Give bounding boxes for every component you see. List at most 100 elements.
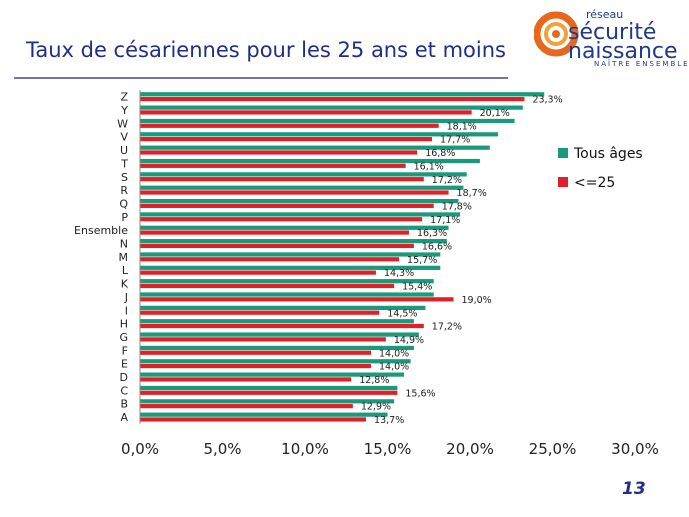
category-label-l: L — [122, 264, 129, 277]
category-label-i: I — [125, 304, 128, 317]
category-label-c: C — [120, 384, 128, 397]
category-label-d: D — [120, 371, 128, 384]
data-label-y: 20,1% — [480, 108, 510, 119]
bar-le25-i — [140, 310, 380, 315]
category-label-k: K — [121, 278, 129, 291]
bar-le25-t — [140, 163, 406, 168]
x-tick-label-2: 10,0% — [281, 440, 329, 458]
category-label-w: W — [117, 117, 128, 130]
bar-tous-ages-e — [140, 359, 411, 364]
data-label-g: 14,9% — [394, 335, 424, 346]
bar-tous-ages-p — [140, 212, 461, 217]
logo-line-2: sécurité — [568, 20, 656, 45]
category-label-a: A — [120, 411, 128, 424]
bars-layer — [140, 92, 545, 422]
bar-le25-s — [140, 177, 424, 182]
legend-swatch-1 — [558, 177, 568, 187]
category-label-m: M — [119, 251, 129, 264]
bar-tous-ages-c — [140, 385, 398, 391]
category-label-z: Z — [120, 91, 128, 104]
data-label-v: 17,7% — [440, 135, 470, 146]
bar-tous-ages-ensemble — [140, 225, 449, 230]
bar-tous-ages-m — [140, 252, 441, 257]
bar-le25-m — [140, 257, 400, 262]
bar-tous-ages-d — [140, 372, 404, 377]
category-label-ensemble: Ensemble — [74, 224, 128, 237]
legend-swatch-0 — [558, 148, 568, 158]
bar-le25-r — [140, 190, 449, 195]
bar-le25-p — [140, 217, 423, 222]
category-label-s: S — [121, 171, 128, 184]
bar-le25-f — [140, 350, 371, 355]
logo-swirl-icon — [533, 11, 579, 57]
data-label-c: 15,6% — [405, 388, 435, 399]
bar-le25-w — [140, 123, 439, 128]
data-label-i: 14,5% — [387, 308, 417, 319]
bar-le25-g — [140, 337, 386, 342]
bar-tous-ages-y — [140, 105, 523, 110]
bar-tous-ages-z — [140, 92, 545, 97]
bar-tous-ages-b — [140, 399, 395, 404]
data-label-n: 16,6% — [422, 242, 452, 253]
data-label-l: 14,3% — [384, 268, 414, 279]
category-label-u: U — [120, 144, 128, 157]
title-divider — [14, 77, 508, 79]
bar-tous-ages-v — [140, 132, 499, 137]
bar-tous-ages-i — [140, 305, 426, 310]
data-label-p: 17,1% — [430, 215, 460, 226]
category-label-e: E — [121, 358, 128, 371]
data-label-s: 17,2% — [432, 175, 462, 186]
data-label-j: 19,0% — [462, 295, 492, 306]
bar-le25-q — [140, 203, 434, 208]
data-label-d: 12,8% — [359, 375, 389, 386]
bar-tous-ages-j — [140, 292, 434, 297]
data-label-u: 16,8% — [425, 148, 455, 159]
bar-le25-a — [140, 417, 367, 422]
data-label-r: 18,7% — [457, 188, 487, 199]
bar-tous-ages-l — [140, 265, 441, 270]
bar-tous-ages-q — [140, 198, 459, 204]
page-title: Taux de césariennes pour les 25 ans et m… — [26, 38, 506, 62]
category-label-b: B — [120, 398, 128, 411]
bar-tous-ages-k — [140, 279, 434, 284]
data-label-q: 17,8% — [442, 201, 472, 212]
data-label-b: 12,9% — [361, 402, 391, 413]
bar-le25-d — [140, 377, 352, 382]
labels-layer: Z 23,3% Y 20,1% W 18,1% V 17,7% U 16,8% T 16,1% S 17,… — [74, 91, 563, 426]
bar-le25-v — [140, 137, 433, 142]
bar-le25-l — [140, 270, 376, 275]
x-tick-label-1: 5,0% — [203, 440, 241, 458]
bar-tous-ages-t — [140, 158, 480, 164]
bar-tous-ages-f — [140, 345, 414, 351]
bar-tous-ages-s — [140, 172, 467, 177]
x-tick-label-5: 25,0% — [529, 440, 577, 458]
category-label-y: Y — [120, 104, 128, 117]
logo: réseau sécurité naissance NAÎTRE ENSEMBL… — [533, 4, 688, 72]
x-axis-ticks: 0,0% 5,0% 10,0% 15,0% 20,0% 25,0% 30,0% — [121, 440, 659, 458]
category-label-q: Q — [119, 197, 128, 210]
bar-tous-ages-w — [140, 118, 515, 124]
logo-tagline: NAÎTRE ENSEMBLE — [594, 60, 689, 68]
bar-le25-j — [140, 297, 454, 302]
data-label-m: 15,7% — [407, 255, 437, 266]
logo-line-3: naissance — [568, 39, 678, 64]
category-label-n: N — [120, 238, 128, 251]
category-label-g: G — [119, 331, 128, 344]
bar-tous-ages-u — [140, 145, 490, 150]
logo-line-1: réseau — [586, 8, 623, 21]
data-label-k: 15,4% — [402, 282, 432, 293]
data-label-e: 14,0% — [379, 362, 409, 373]
bar-le25-ensemble — [140, 230, 409, 235]
bar-tous-ages-a — [140, 412, 388, 417]
category-label-t: T — [120, 157, 128, 170]
data-label-h: 17,2% — [432, 322, 462, 333]
bar-le25-y — [140, 110, 472, 115]
bar-le25-u — [140, 150, 418, 155]
logo-graphic: réseau sécurité naissance — [533, 8, 678, 64]
data-label-ensemble: 16,3% — [417, 228, 447, 239]
bar-le25-n — [140, 243, 414, 249]
x-tick-label-3: 15,0% — [364, 440, 412, 458]
legend-label-0: Tous âges — [573, 146, 643, 162]
bar-le25-e — [140, 363, 371, 369]
data-label-z: 23,3% — [532, 95, 562, 106]
